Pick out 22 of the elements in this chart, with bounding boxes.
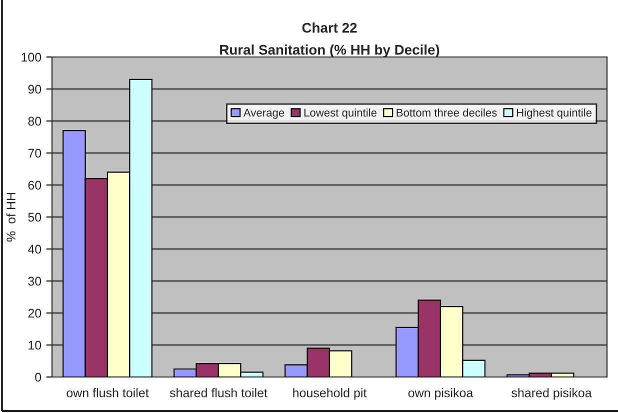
y-tick-label: 60 — [28, 180, 42, 190]
y-tick-label: 10 — [28, 340, 42, 350]
legend-label: Highest quintile — [516, 108, 592, 119]
legend-label: Average — [243, 108, 284, 119]
x-tick-label: shared flush toilet — [170, 388, 268, 398]
y-tick-label: 0 — [35, 372, 42, 382]
y-tick-label: 90 — [28, 84, 42, 94]
y-tick-label: 20 — [28, 308, 42, 318]
x-tick-label: household pit — [293, 388, 367, 400]
x-tick-label: shared pisikoa — [512, 388, 592, 400]
y-axis-title: % of HH — [6, 193, 16, 242]
y-tick-label: 80 — [28, 116, 42, 126]
y-tick-label: 100 — [22, 52, 42, 62]
y-tick-label: 50 — [28, 212, 42, 222]
x-tick-label: own pisikoa — [408, 388, 474, 400]
x-tick-label: own flush toilet — [66, 388, 149, 398]
chart-title: Chart 22 Rural Sanitation (% HH by Decile) — [220, 22, 440, 58]
y-tick-label: 70 — [28, 148, 42, 158]
y-tick-label: 40 — [28, 244, 42, 254]
y-tick-label: 30 — [28, 276, 42, 286]
legend-label: Lowest quintile — [304, 108, 376, 119]
legend-label: Bottom three deciles — [396, 108, 497, 117]
